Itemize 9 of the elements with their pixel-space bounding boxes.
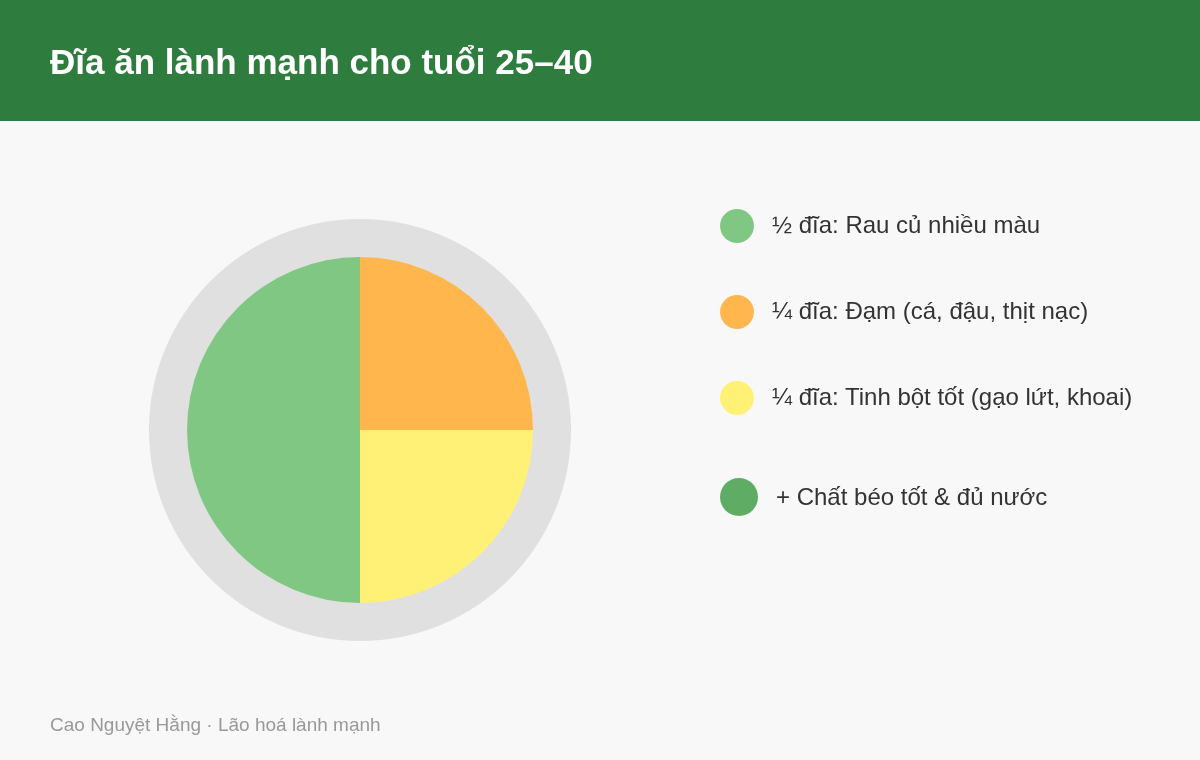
legend-label: ¼ đĩa: Đạm (cá, đậu, thịt nạc): [772, 297, 1089, 324]
pie-slice: [187, 257, 360, 603]
text: + Chất béo tốt & đủ nước: [776, 483, 1048, 511]
chart-title: Đĩa ăn lành mạnh cho tuổi 25–40: [50, 41, 593, 83]
text: Cao Nguyệt Hằng · Lão hoá lành mạnh: [50, 714, 381, 736]
legend-label: ¼ đĩa: Tinh bột tốt (gạo lứt, khoai): [772, 383, 1133, 410]
legend-label: ½ đĩa: Rau củ nhiều màu: [772, 211, 1041, 238]
pie-slice: [360, 430, 533, 603]
pie-slice: [360, 257, 533, 430]
